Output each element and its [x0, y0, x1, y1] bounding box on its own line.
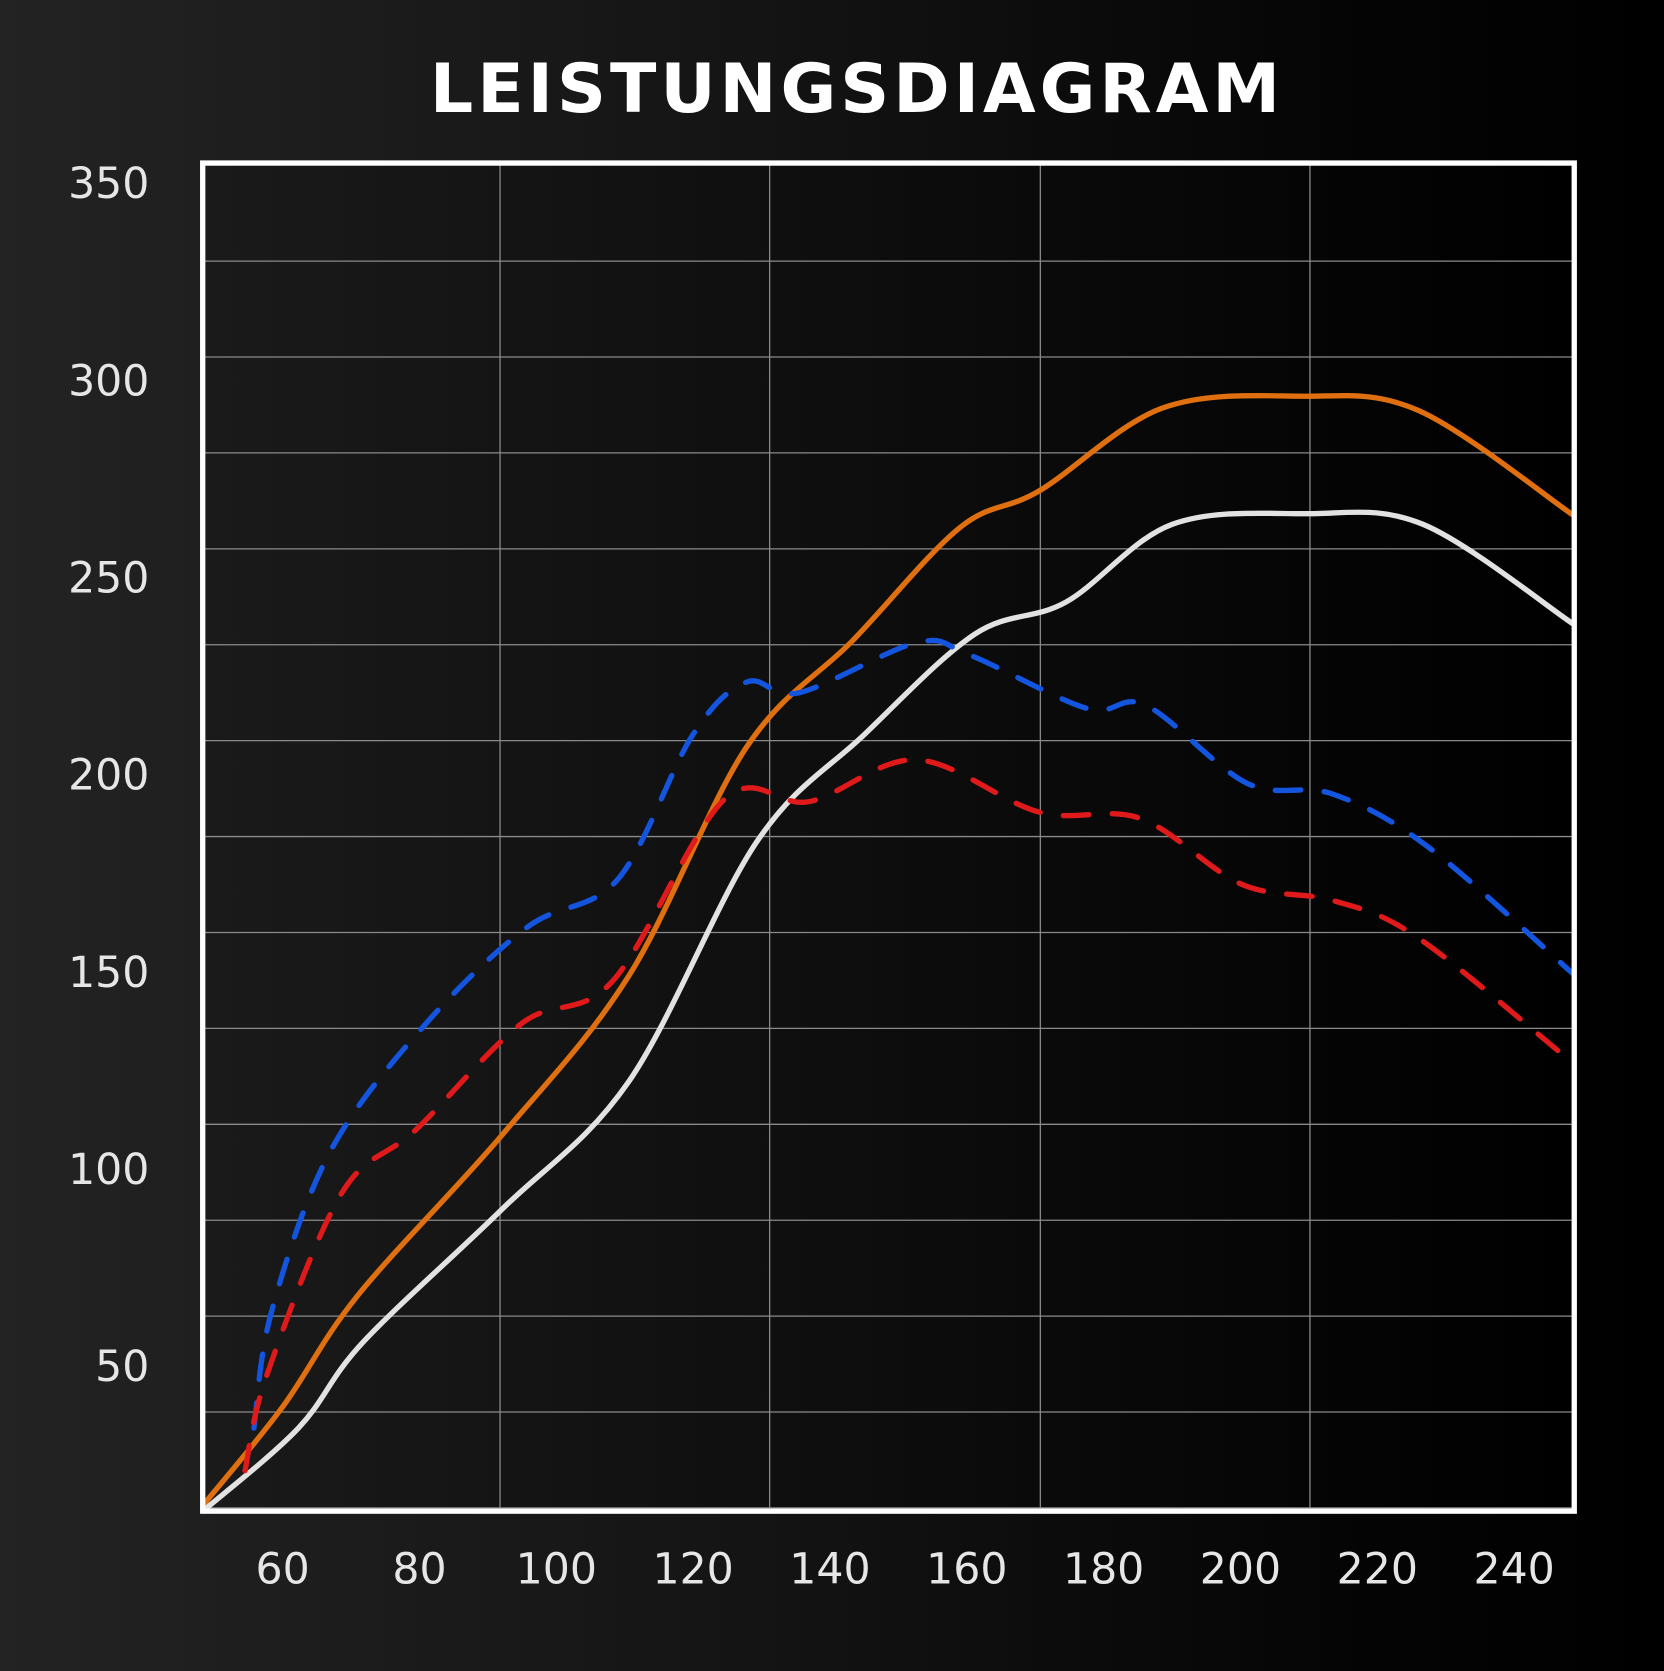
- x-tick-label: 80: [392, 1545, 446, 1595]
- y-tick-label: 100: [68, 1145, 149, 1195]
- plot-frame: [200, 160, 1577, 1514]
- series-line-blue-dashed: [251, 637, 1575, 1431]
- y-tick-label: 250: [68, 554, 149, 604]
- x-tick-label: 180: [1063, 1545, 1144, 1595]
- x-tick-label: 220: [1337, 1545, 1418, 1595]
- chart-title: LEISTUNGSDIAGRAM: [429, 50, 1285, 129]
- y-tick-label: 350: [68, 159, 149, 209]
- series-line-white-solid: [202, 509, 1575, 1512]
- x-tick-label: 160: [926, 1545, 1007, 1595]
- series-line-red-dashed: [242, 757, 1575, 1474]
- x-tick-label: 240: [1473, 1545, 1554, 1595]
- y-tick-label: 200: [68, 751, 149, 801]
- series-line-orange-solid: [202, 392, 1575, 1509]
- x-axis-labels: 60 80 100 120 140 160 180 200 220 240: [256, 1545, 1555, 1595]
- y-axis-labels: 50 100 150 200 250 300 350: [68, 159, 149, 1392]
- x-tick-label: 120: [652, 1545, 733, 1595]
- y-tick-label: 150: [68, 948, 149, 998]
- x-tick-label: 60: [256, 1545, 310, 1595]
- grid-lines: [202, 163, 1575, 1512]
- data-series: [202, 392, 1575, 1512]
- x-tick-label: 100: [516, 1545, 597, 1595]
- y-tick-label: 300: [68, 356, 149, 406]
- y-tick-label: 50: [95, 1342, 149, 1392]
- x-tick-label: 140: [789, 1545, 870, 1595]
- x-tick-label: 200: [1200, 1545, 1281, 1595]
